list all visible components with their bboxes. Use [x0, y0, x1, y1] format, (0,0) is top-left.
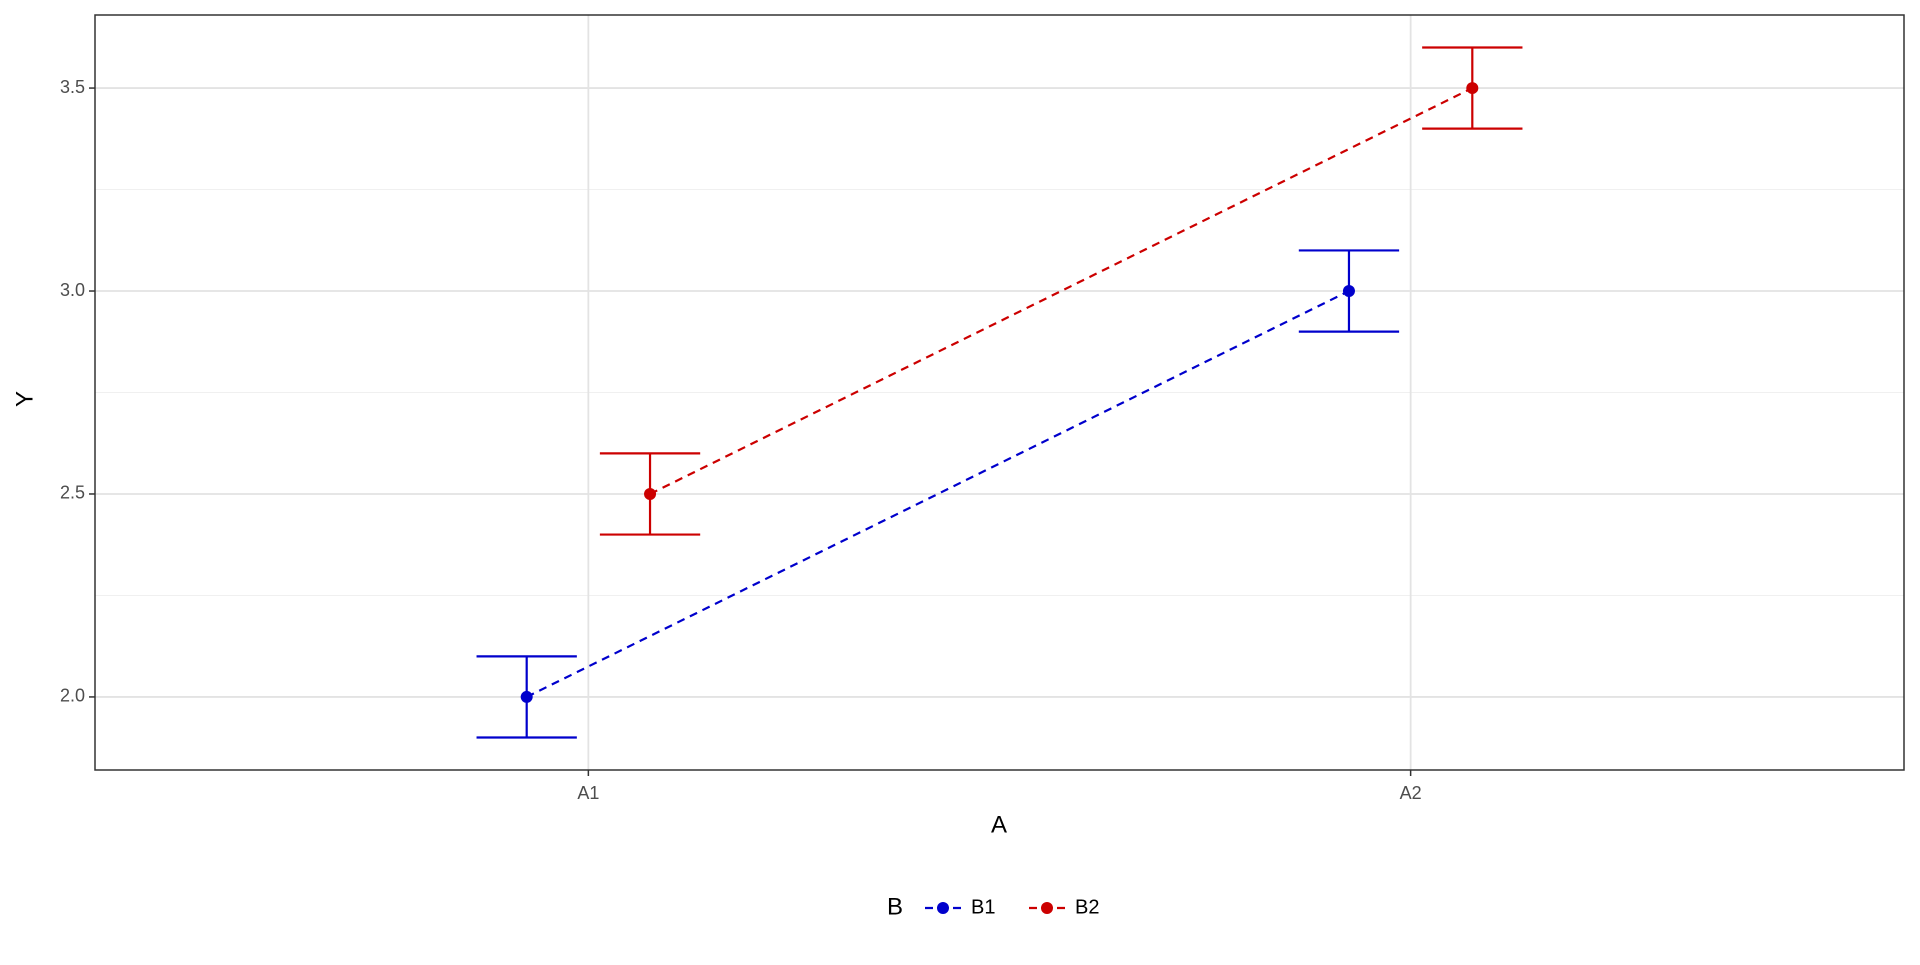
y-axis-title: Y	[11, 391, 38, 407]
legend-label: B2	[1075, 896, 1099, 918]
y-tick-label: 3.5	[60, 77, 85, 97]
point	[520, 690, 533, 703]
legend-title: B	[887, 893, 903, 920]
panel-border	[94, 14, 1905, 771]
y-tick-label: 3.0	[60, 280, 85, 300]
x-tick-label: A1	[577, 783, 599, 803]
point	[1466, 82, 1479, 95]
point	[644, 487, 657, 500]
point	[1342, 285, 1355, 298]
x-axis-title: A	[991, 811, 1007, 838]
legend-label: B1	[971, 896, 995, 918]
legend-key-point	[937, 902, 949, 914]
y-tick-label: 2.0	[60, 686, 85, 706]
y-tick-label: 2.5	[60, 483, 85, 503]
legend-key-point	[1041, 902, 1053, 914]
x-tick-label: A2	[1400, 783, 1422, 803]
